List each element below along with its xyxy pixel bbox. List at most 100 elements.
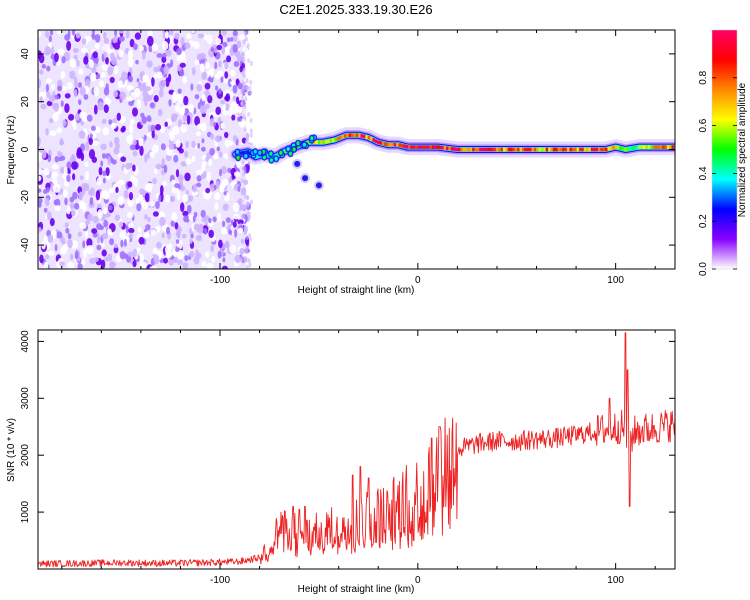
ridge-core-cell — [374, 139, 378, 143]
noise-speckle — [240, 256, 244, 262]
ridge-core-cell — [360, 134, 364, 138]
ridge-core-cell — [631, 146, 634, 151]
ridge-core-cell — [460, 147, 463, 152]
noise-speckle — [234, 171, 241, 178]
noise-speckle — [152, 177, 157, 185]
noise-speckle — [228, 78, 232, 87]
noise-speckle — [214, 73, 221, 80]
noise-speckle — [60, 85, 68, 91]
ridge-core-cell — [334, 137, 337, 142]
noise-speckle — [185, 158, 192, 165]
noise-speckle — [191, 140, 196, 148]
ridge-core-cell — [450, 147, 454, 151]
noise-speckle — [241, 54, 245, 60]
ridge-core-cell — [562, 147, 565, 152]
ridge-core-cell — [476, 147, 480, 152]
noise-speckle — [136, 99, 142, 110]
noise-speckle — [233, 35, 238, 43]
noise-speckle — [136, 78, 140, 83]
noise-speckle — [103, 37, 110, 44]
noise-speckle — [60, 100, 64, 107]
noise-speckle — [187, 195, 194, 202]
noise-speckle — [108, 119, 113, 125]
noise-speckle — [140, 112, 145, 119]
noise-speckle — [93, 86, 100, 97]
noise-speckle — [74, 250, 79, 259]
noise-speckle — [222, 41, 228, 48]
noise-speckle — [240, 101, 244, 107]
noise-speckle — [85, 170, 90, 181]
noise-speckle — [174, 32, 180, 40]
noise-speckle — [133, 43, 138, 51]
colorbar: 0.0 0.2 0.4 0.6 0.8 Normalized spectral ampl… — [698, 29, 748, 276]
colorbar-frame — [711, 29, 738, 270]
noise-speckle — [172, 126, 180, 135]
noise-speckle — [144, 192, 150, 203]
noise-speckle — [117, 80, 123, 89]
ridge-core-cell — [317, 140, 321, 145]
noise-speckle — [237, 198, 243, 204]
noise-speckle — [243, 81, 247, 87]
noise-speckle — [232, 202, 240, 213]
noise-speckle — [203, 194, 211, 200]
noise-speckle — [230, 80, 237, 86]
noise-speckle — [168, 99, 172, 107]
noise-speckle — [218, 239, 223, 249]
noise-speckle — [98, 80, 105, 88]
noise-speckle — [245, 246, 248, 251]
noise-speckle — [215, 106, 222, 116]
noise-speckle — [230, 36, 234, 42]
noise-speckle — [56, 231, 63, 239]
noise-speckle — [226, 55, 232, 63]
noise-speckle — [52, 112, 59, 122]
ridge-core-cell — [327, 139, 330, 143]
noise-speckle — [194, 94, 200, 100]
noise-speckle — [91, 30, 95, 34]
noise-speckle — [64, 93, 71, 99]
noise-speckle — [39, 96, 43, 104]
ridge-core-cell — [379, 141, 383, 145]
noise-speckle — [132, 107, 138, 117]
noise-speckle — [101, 118, 107, 124]
ridge-core-cell — [384, 142, 387, 146]
ridge-core-cell — [514, 147, 518, 152]
noise-speckle — [119, 30, 124, 34]
noise-speckle — [194, 59, 200, 65]
ridge-core-cell — [436, 145, 440, 149]
noise-speckle — [144, 97, 148, 107]
noise-speckle — [66, 161, 72, 170]
noise-speckle — [120, 239, 124, 248]
noise-speckle — [184, 150, 189, 158]
noise-speckle — [243, 230, 247, 236]
noise-speckle — [169, 30, 174, 36]
noise-speckle — [241, 85, 245, 91]
noise-speckle — [97, 101, 104, 111]
noise-speckle — [107, 205, 113, 211]
noise-speckle — [206, 263, 214, 269]
ridge-core-cell — [315, 140, 318, 145]
ridge-core-cell — [400, 143, 404, 148]
ridge-core-cell — [526, 147, 530, 152]
noise-speckle — [127, 251, 134, 257]
noise-speckle — [221, 182, 227, 188]
noise-speckle — [103, 104, 109, 113]
noise-speckle — [118, 49, 124, 58]
noise-speckle — [209, 118, 214, 127]
noise-speckle — [216, 146, 221, 152]
ridge-core-cell — [552, 147, 556, 152]
noise-speckle — [38, 69, 44, 75]
noise-speckle — [102, 170, 107, 177]
noise-speckle — [232, 44, 238, 53]
noise-speckle — [248, 262, 252, 268]
noise-speckle — [185, 189, 189, 195]
ridge-core-cell — [453, 147, 456, 151]
noise-speckle — [129, 144, 136, 151]
noise-speckle — [202, 170, 207, 179]
noise-speckle — [54, 205, 61, 212]
noise-speckle — [200, 63, 205, 73]
noise-speckle — [234, 254, 241, 264]
colorbar-tick-label: 0.0 — [698, 262, 709, 276]
noise-speckle — [47, 234, 54, 243]
ridge-core-cell — [438, 145, 442, 150]
noise-speckle — [248, 236, 252, 242]
